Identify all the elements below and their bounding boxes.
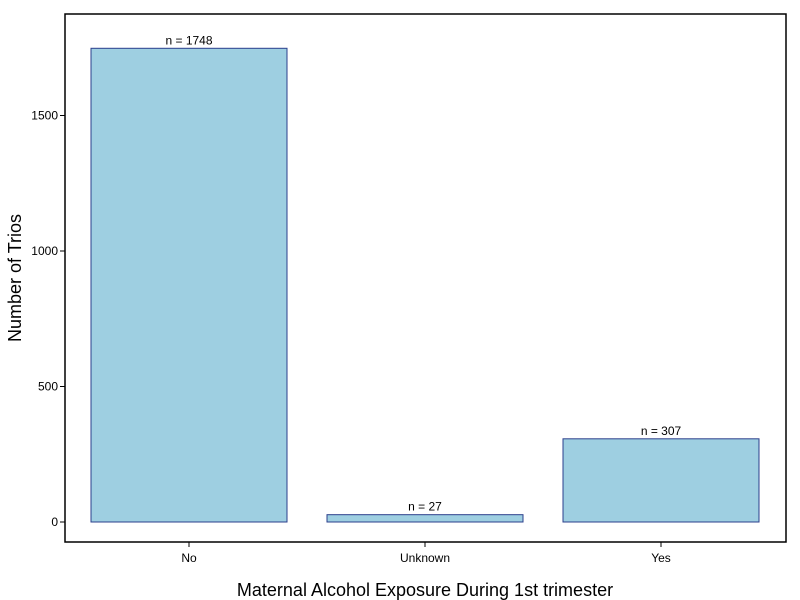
y-axis-title: Number of Trios xyxy=(5,214,25,342)
x-tick-label: Unknown xyxy=(400,551,450,565)
bar-yes xyxy=(562,438,760,523)
y-tick-label: 1000 xyxy=(31,244,58,258)
bars xyxy=(90,47,760,523)
y-tick-label: 500 xyxy=(38,380,58,394)
data-labels: n = 1748 n = 27 n = 307 xyxy=(165,33,681,513)
x-tick-label: Yes xyxy=(651,551,671,565)
bar-unknown xyxy=(326,514,524,523)
y-axis: 0 500 1000 1500 xyxy=(31,109,65,529)
x-axis: No Unknown Yes xyxy=(181,542,671,565)
y-tick-label: 0 xyxy=(51,515,58,529)
bar-no xyxy=(90,47,288,523)
data-label: n = 307 xyxy=(641,424,682,438)
data-label: n = 1748 xyxy=(165,33,212,47)
x-axis-title: Maternal Alcohol Exposure During 1st tri… xyxy=(237,580,613,600)
x-tick-label: No xyxy=(181,551,197,565)
data-label: n = 27 xyxy=(408,500,442,514)
y-tick-label: 1500 xyxy=(31,109,58,123)
